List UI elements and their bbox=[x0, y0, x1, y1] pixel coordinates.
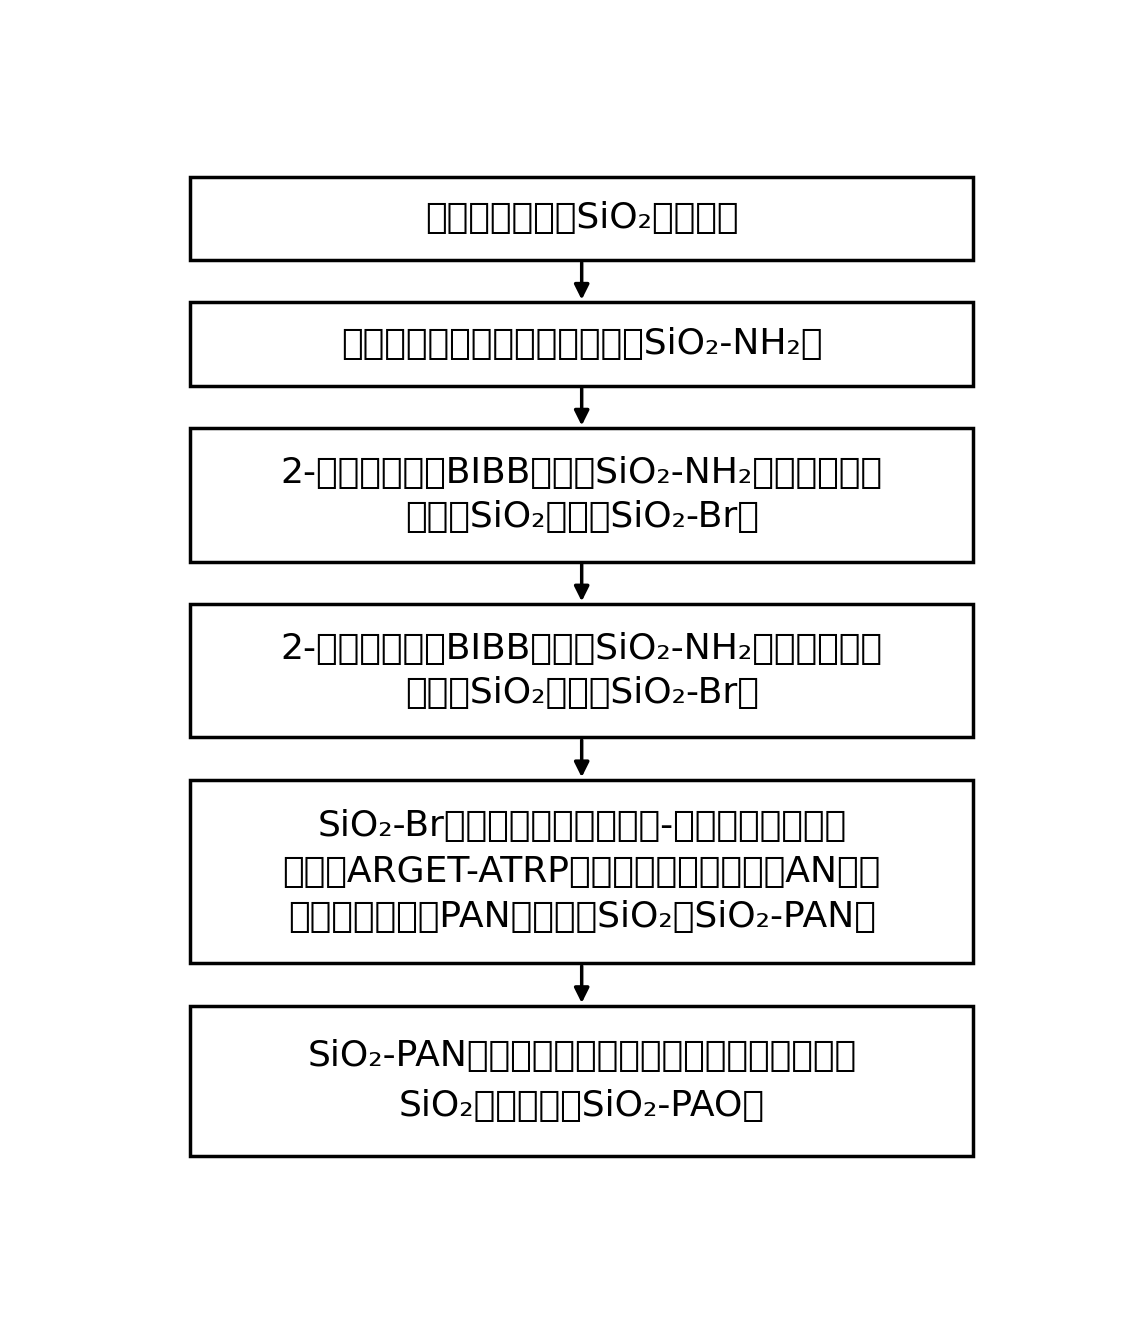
Bar bbox=[191, 177, 973, 260]
Bar bbox=[191, 302, 973, 385]
Text: 得到聚丙烯腼（PAN）改性的SiO₂（SiO₂-PAN）: 得到聚丙烯腼（PAN）改性的SiO₂（SiO₂-PAN） bbox=[288, 901, 875, 934]
Bar bbox=[191, 780, 973, 963]
Text: SiO₂-PAN通过中性盐酸羟胺溶液制备偉胺肿改性的: SiO₂-PAN通过中性盐酸羟胺溶液制备偉胺肿改性的 bbox=[308, 1039, 856, 1072]
Bar bbox=[191, 604, 973, 737]
Text: 2-渴异丁酰渴（BIBB）改性SiO₂-NH₂制备叔丁基渴: 2-渴异丁酰渴（BIBB）改性SiO₂-NH₂制备叔丁基渴 bbox=[280, 632, 883, 666]
Text: SiO₂复合材料（SiO₂-PAO）: SiO₂复合材料（SiO₂-PAO） bbox=[398, 1088, 765, 1122]
Text: 改性的SiO₂微球（SiO₂-Br）: 改性的SiO₂微球（SiO₂-Br） bbox=[405, 675, 758, 710]
Text: 氨基修饰二氧化硅微球的制备（SiO₂-NH₂）: 氨基修饰二氧化硅微球的制备（SiO₂-NH₂） bbox=[340, 327, 823, 361]
Text: SiO₂-Br通过电子转移活化再生-原子转移自由基聚: SiO₂-Br通过电子转移活化再生-原子转移自由基聚 bbox=[317, 809, 847, 843]
Bar bbox=[191, 1006, 973, 1155]
Text: 2-渴异丁酰渴（BIBB）改性SiO₂-NH₂制备叔丁基渴: 2-渴异丁酰渴（BIBB）改性SiO₂-NH₂制备叔丁基渴 bbox=[280, 456, 883, 489]
Text: 改性的SiO₂微球（SiO₂-Br）: 改性的SiO₂微球（SiO₂-Br） bbox=[405, 500, 758, 534]
Bar bbox=[191, 429, 973, 562]
Text: 二氧化硅微球（SiO₂）的制备: 二氧化硅微球（SiO₂）的制备 bbox=[424, 202, 739, 235]
Text: 合法（ARGET-ATRP），可控接枝丙烯腼（AN），: 合法（ARGET-ATRP），可控接枝丙烯腼（AN）， bbox=[283, 855, 881, 889]
